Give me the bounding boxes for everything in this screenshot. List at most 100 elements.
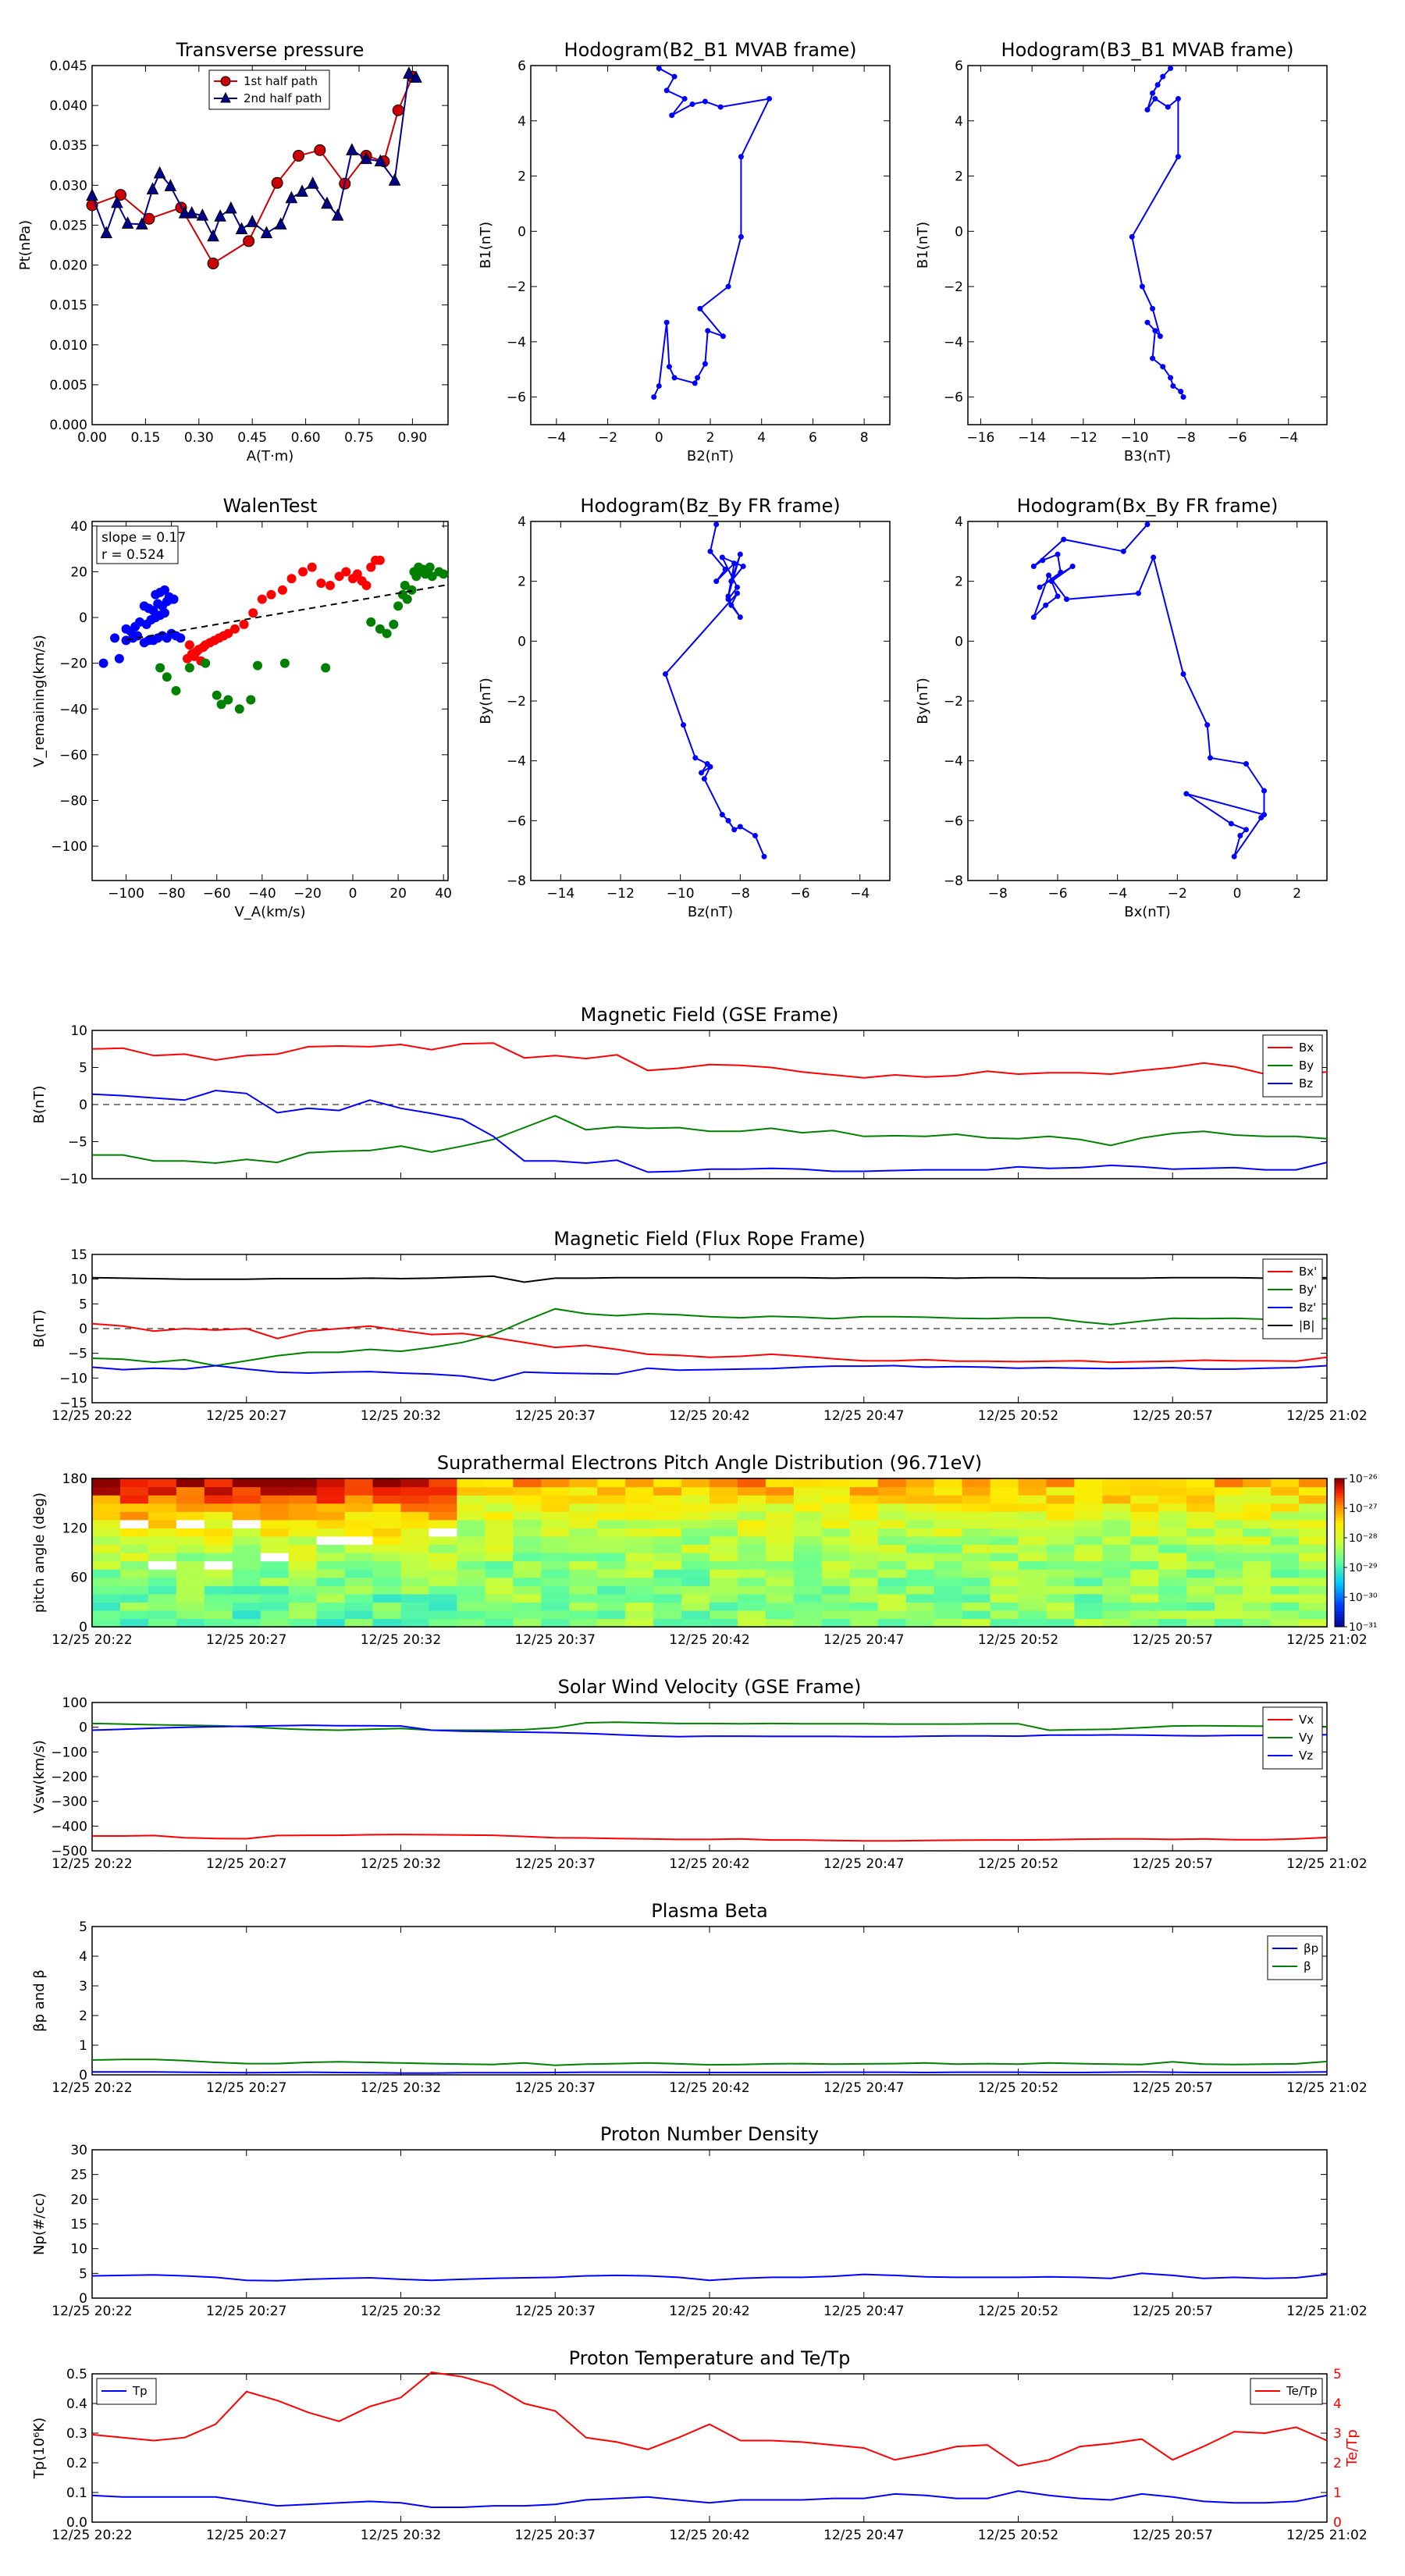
data-point <box>699 770 704 776</box>
heatmap-cell <box>176 1553 205 1562</box>
data-point <box>663 87 670 94</box>
heatmap-cell <box>1271 1478 1300 1488</box>
heatmap-cell <box>710 1544 738 1553</box>
heatmap-cell <box>429 1569 458 1578</box>
data-point <box>1152 95 1158 101</box>
heatmap-cell <box>990 1569 1019 1578</box>
heatmap-cell <box>849 1618 879 1628</box>
series-line-0000ff <box>91 1724 1328 1738</box>
heatmap-cell <box>905 1585 935 1595</box>
heatmap-cell <box>793 1495 823 1504</box>
y-tick-label: 4 <box>955 114 963 130</box>
heatmap-cell <box>877 1577 907 1586</box>
heatmap-cell <box>1046 1495 1076 1504</box>
heatmap-cell <box>1018 1535 1048 1546</box>
heatmap-cell <box>119 1535 149 1546</box>
heatmap-cell <box>1186 1560 1215 1570</box>
x-tick-label: 12/25 20:57 <box>1133 1408 1213 1424</box>
heatmap-cell <box>793 1618 823 1628</box>
heatmap-cell <box>541 1593 570 1603</box>
heatmap-cell <box>204 1486 233 1496</box>
heatmap-cell <box>457 1511 486 1521</box>
colorbar-cell <box>1335 1515 1344 1519</box>
data-point <box>374 154 387 167</box>
y-tick-label: 0.045 <box>49 59 87 74</box>
heatmap-cell <box>710 1519 738 1528</box>
x-tick-label: 0.45 <box>237 430 267 446</box>
heatmap-cell <box>176 1610 205 1620</box>
heatmap-cell <box>1074 1602 1103 1611</box>
heatmap-cell <box>737 1511 767 1521</box>
y2-axis-label: Te/Tp <box>1344 2429 1361 2467</box>
heatmap-cell <box>372 1495 402 1504</box>
y-tick-label: 15 <box>70 2217 87 2233</box>
colorbar-cell <box>1335 1540 1344 1543</box>
heatmap-cell <box>400 1610 430 1620</box>
heatmap-cell <box>1130 1585 1159 1595</box>
heatmap-cell <box>1215 1495 1243 1504</box>
data-point <box>321 196 333 209</box>
plot-frame <box>91 1702 1328 1852</box>
heatmap-cell <box>1215 1553 1243 1562</box>
heatmap-cell <box>821 1511 851 1521</box>
y-tick-label: 0 <box>955 634 963 649</box>
legend-label: 2nd half path <box>244 91 322 105</box>
data-point <box>738 233 744 240</box>
heatmap-cell <box>905 1544 935 1553</box>
x-tick-label: 12/25 20:42 <box>669 1408 749 1424</box>
heatmap-cell <box>260 1511 290 1521</box>
heatmap-cell <box>569 1528 598 1537</box>
scatter-point <box>407 585 417 595</box>
data-point <box>146 182 159 194</box>
heatmap-cell <box>569 1618 598 1628</box>
heatmap-cell <box>1158 1503 1187 1512</box>
colorbar-cell <box>1335 1505 1344 1509</box>
heatmap-cell <box>1158 1618 1187 1628</box>
data-point <box>720 333 726 340</box>
heatmap-cell <box>1299 1528 1328 1537</box>
heatmap-cell <box>204 1495 233 1504</box>
series-line-0000ff <box>91 2490 1328 2508</box>
heatmap-cell <box>513 1519 542 1528</box>
colorbar-cell <box>1335 1483 1344 1486</box>
panel-title: Hodogram(Bz_By FR frame) <box>580 495 840 517</box>
heatmap-cell <box>1271 1585 1300 1595</box>
plot-frame <box>530 521 891 881</box>
heatmap-cell <box>1158 1535 1187 1546</box>
data-point <box>740 564 746 569</box>
heatmap-cell <box>962 1511 991 1521</box>
heatmap-cell <box>1215 1585 1243 1595</box>
y-tick-label: 10 <box>70 1272 87 1288</box>
y-tick-label: 0 <box>518 634 526 649</box>
heatmap-cell <box>765 1486 795 1496</box>
y-tick-label: 4 <box>79 1949 87 1965</box>
plot-frame <box>530 65 891 425</box>
plot-frame <box>91 2373 1328 2523</box>
heatmap-cell <box>429 1585 458 1595</box>
x-tick-label: −16 <box>966 430 994 446</box>
heatmap-cell <box>92 1577 121 1586</box>
x-tick-label: 12/25 20:42 <box>669 2304 749 2319</box>
colorbar-cell <box>1335 1617 1344 1620</box>
data-point <box>692 380 698 386</box>
data-point <box>214 209 226 222</box>
heatmap-cell <box>457 1593 486 1603</box>
heatmap-cell <box>737 1553 767 1562</box>
series-line-0000ff <box>92 2071 1328 2074</box>
heatmap-cell <box>710 1560 738 1570</box>
heatmap-cell <box>513 1503 542 1512</box>
heatmap-cell <box>541 1602 570 1611</box>
heatmap-cell <box>821 1610 851 1620</box>
heatmap-cell <box>400 1569 430 1578</box>
scatter-point <box>316 578 326 589</box>
x-tick-label: −8 <box>731 886 750 902</box>
panel-h21: Hodogram(B2_B1 MVAB frame) −6 −4 −2 0 2 4 6 −4 −2… <box>478 39 891 464</box>
data-point <box>111 195 123 208</box>
heatmap-cell <box>1158 1610 1187 1620</box>
heatmap-cell <box>765 1602 795 1611</box>
y-tick-label: 2 <box>955 169 963 185</box>
heatmap-cell <box>513 1602 542 1611</box>
heatmap-cell <box>119 1486 149 1496</box>
heatmap-cell <box>597 1585 626 1595</box>
